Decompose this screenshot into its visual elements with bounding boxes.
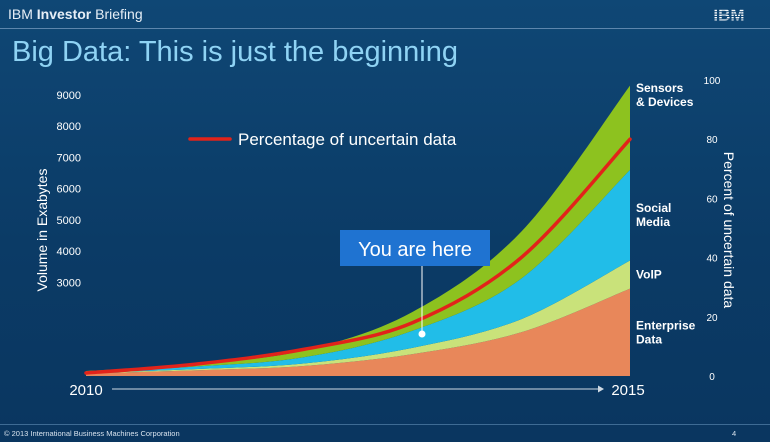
y-tick-label: 8000 (57, 121, 81, 133)
uncertain-data-line (84, 137, 632, 375)
brand-part-company: IBM (8, 6, 37, 22)
left-axis-ticks: 9000 8000 7000 6000 5000 4000 3000 (57, 90, 81, 289)
series-label: VoIP (636, 268, 662, 282)
brand-part-briefing: Briefing (91, 6, 143, 22)
y-tick-label: 7000 (57, 152, 81, 164)
right-axis-ticks: 100 80 60 40 20 0 (704, 76, 721, 383)
brand-part-investor: Investor (36, 6, 92, 22)
y2-tick-label: 60 (706, 194, 718, 205)
ibm-logo-text: IBM (713, 6, 744, 24)
y-axis-label: Volume in Exabytes (34, 169, 50, 292)
y2-tick-label: 100 (704, 76, 721, 87)
callout-text: You are here (358, 239, 472, 261)
series-label: & Devices (636, 95, 694, 109)
series-label: Data (636, 332, 662, 346)
uncertain-line-group (84, 137, 632, 375)
area-social-media (86, 169, 630, 373)
y-tick-label: 4000 (57, 246, 81, 258)
area-enterprise-data (86, 288, 630, 376)
series-label: Media (636, 215, 670, 229)
series-label: Enterprise (636, 318, 696, 332)
y2-tick-label: 40 (706, 254, 718, 265)
x-axis-arrowhead (598, 385, 604, 393)
y2-tick-label: 80 (706, 135, 718, 146)
y2-axis-label: Percent of uncertain data (721, 152, 737, 309)
brand-title: IBM Investor Briefing (8, 6, 143, 22)
callout-box (340, 230, 490, 266)
footer-divider (0, 424, 770, 425)
y-tick-label: 6000 (57, 184, 81, 196)
series-label: Sensors (636, 81, 684, 95)
legend-text: Percentage of uncertain data (238, 130, 457, 149)
header-divider (0, 28, 770, 29)
series-label: Social (636, 201, 671, 215)
y2-tick-label: 20 (706, 313, 718, 324)
callout-dot (418, 330, 426, 338)
y-tick-label: 5000 (57, 215, 81, 227)
area-series-group (86, 85, 630, 376)
copyright: © 2013 International Business Machines C… (4, 429, 180, 438)
y2-tick-label: 0 (709, 372, 715, 383)
y-tick-label: 3000 (57, 277, 81, 289)
y-tick-label: 9000 (57, 90, 81, 102)
ibm-logo: IBM (713, 6, 744, 24)
x-start-label: 2010 (69, 382, 102, 399)
page-number: 4 (732, 429, 737, 438)
page-title: Big Data: This is just the beginning (12, 36, 459, 68)
x-end-label: 2015 (611, 382, 644, 399)
